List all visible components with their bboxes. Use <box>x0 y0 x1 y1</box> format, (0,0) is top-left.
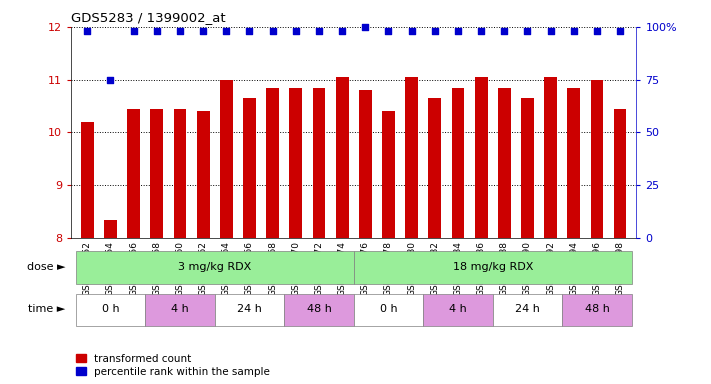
Text: 0 h: 0 h <box>102 305 119 314</box>
Bar <box>382 111 395 238</box>
Bar <box>521 98 534 238</box>
Bar <box>145 294 215 326</box>
Point <box>336 28 348 34</box>
Point <box>568 28 579 34</box>
Text: 24 h: 24 h <box>515 305 540 314</box>
Point <box>360 24 371 30</box>
Point <box>105 76 116 83</box>
Text: dose ►: dose ► <box>27 262 65 272</box>
Point <box>498 28 510 34</box>
Bar <box>614 109 626 238</box>
Bar <box>336 77 348 238</box>
Bar <box>475 77 488 238</box>
Text: 4 h: 4 h <box>171 305 189 314</box>
Bar <box>354 294 423 326</box>
Bar <box>498 88 510 238</box>
Text: 0 h: 0 h <box>380 305 397 314</box>
Bar <box>76 294 145 326</box>
Point <box>220 28 232 34</box>
Point <box>198 28 209 34</box>
Point <box>476 28 487 34</box>
Bar <box>544 77 557 238</box>
Bar <box>429 98 441 238</box>
Point <box>174 28 186 34</box>
Bar <box>567 88 580 238</box>
Bar <box>173 109 186 238</box>
Bar <box>313 88 326 238</box>
Bar <box>284 294 354 326</box>
Point <box>429 28 441 34</box>
Text: 24 h: 24 h <box>237 305 262 314</box>
Bar <box>215 294 284 326</box>
Text: 48 h: 48 h <box>584 305 609 314</box>
Bar <box>76 252 354 284</box>
Point <box>128 28 139 34</box>
Bar <box>127 109 140 238</box>
Point <box>522 28 533 34</box>
Bar <box>243 98 256 238</box>
Text: 4 h: 4 h <box>449 305 467 314</box>
Bar <box>104 220 117 238</box>
Bar <box>591 80 604 238</box>
Text: 48 h: 48 h <box>306 305 331 314</box>
Bar <box>354 252 631 284</box>
Bar <box>197 111 210 238</box>
Point <box>592 28 603 34</box>
Point <box>151 28 163 34</box>
Text: time ►: time ► <box>28 305 65 314</box>
Bar <box>493 294 562 326</box>
Point <box>267 28 278 34</box>
Bar <box>220 80 232 238</box>
Point <box>244 28 255 34</box>
Bar <box>267 88 279 238</box>
Bar <box>405 77 418 238</box>
Point <box>614 28 626 34</box>
Point <box>314 28 325 34</box>
Point <box>406 28 417 34</box>
Bar <box>81 122 94 238</box>
Bar <box>451 88 464 238</box>
Bar <box>151 109 164 238</box>
Point <box>383 28 394 34</box>
Bar <box>359 90 372 238</box>
Text: 3 mg/kg RDX: 3 mg/kg RDX <box>178 262 252 272</box>
Bar <box>562 294 631 326</box>
Text: 18 mg/kg RDX: 18 mg/kg RDX <box>452 262 533 272</box>
Text: GDS5283 / 1399002_at: GDS5283 / 1399002_at <box>71 11 225 24</box>
Bar <box>289 88 302 238</box>
Point <box>452 28 464 34</box>
Bar <box>423 294 493 326</box>
Point <box>82 28 93 34</box>
Point <box>545 28 556 34</box>
Point <box>290 28 301 34</box>
Legend: transformed count, percentile rank within the sample: transformed count, percentile rank withi… <box>76 354 270 377</box>
